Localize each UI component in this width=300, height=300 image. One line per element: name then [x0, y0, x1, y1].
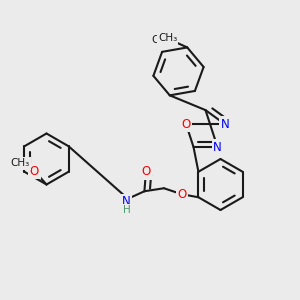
Text: CH₃: CH₃ — [152, 35, 171, 45]
Text: H: H — [122, 205, 130, 215]
Text: O: O — [182, 118, 191, 131]
Text: O: O — [177, 188, 187, 201]
Text: O: O — [30, 164, 39, 178]
Text: CH₃: CH₃ — [158, 33, 177, 43]
Text: O: O — [141, 165, 151, 178]
Text: CH₃: CH₃ — [11, 158, 30, 169]
Text: N: N — [220, 118, 229, 131]
Text: N: N — [213, 140, 222, 154]
Text: N: N — [122, 195, 131, 208]
